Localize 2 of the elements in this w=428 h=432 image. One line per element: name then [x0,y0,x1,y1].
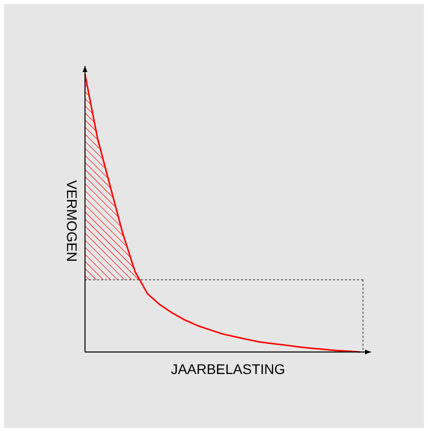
x-axis-title: JAARBELASTING [170,361,286,377]
y-axis-title: VERMOGEN [64,180,80,262]
